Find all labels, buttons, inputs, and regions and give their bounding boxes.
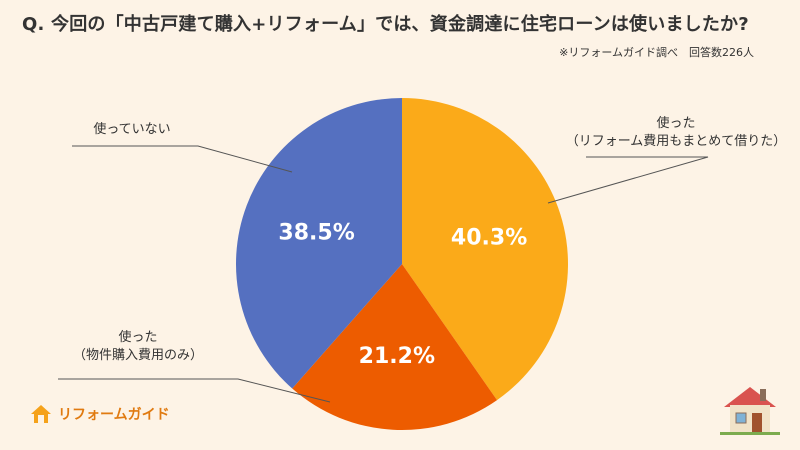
source-note: ※リフォームガイド調べ 回答数226人 bbox=[559, 46, 754, 59]
leader-line-1 bbox=[58, 378, 331, 403]
pie-slice-1 bbox=[292, 264, 498, 430]
brand-logo-text: リフォームガイド bbox=[58, 407, 170, 423]
pie-slice-label-0-line-1: （リフォーム費用もまとめて借りた） bbox=[566, 134, 787, 149]
house-logo-icon bbox=[31, 405, 51, 423]
pie-slice-label-1-line-1: （物件購入費用のみ） bbox=[73, 348, 203, 363]
pie-slice-value-0: 40.3% bbox=[451, 226, 527, 251]
pie-slice-0 bbox=[402, 98, 568, 401]
pie-slice-label-1-line-0: 使った bbox=[118, 329, 157, 345]
chart-title: Q. 今回の「中古戸建て購入+リフォーム」では、資金調達に住宅ローンは使いました… bbox=[22, 14, 749, 35]
pie-slice-label-0-line-0: 使った bbox=[656, 115, 695, 131]
leader-line-2 bbox=[72, 145, 293, 173]
leader-line-0 bbox=[547, 156, 709, 204]
brand-logo: リフォームガイド bbox=[30, 404, 170, 424]
house-illustration-icon bbox=[720, 387, 780, 435]
pie-slice-value-1: 21.2% bbox=[359, 344, 435, 369]
pie-slice-value-2: 38.5% bbox=[278, 221, 354, 246]
pie-slice-2 bbox=[235, 97, 402, 389]
pie-slice-label-2-line-0: 使っていない bbox=[93, 121, 170, 137]
